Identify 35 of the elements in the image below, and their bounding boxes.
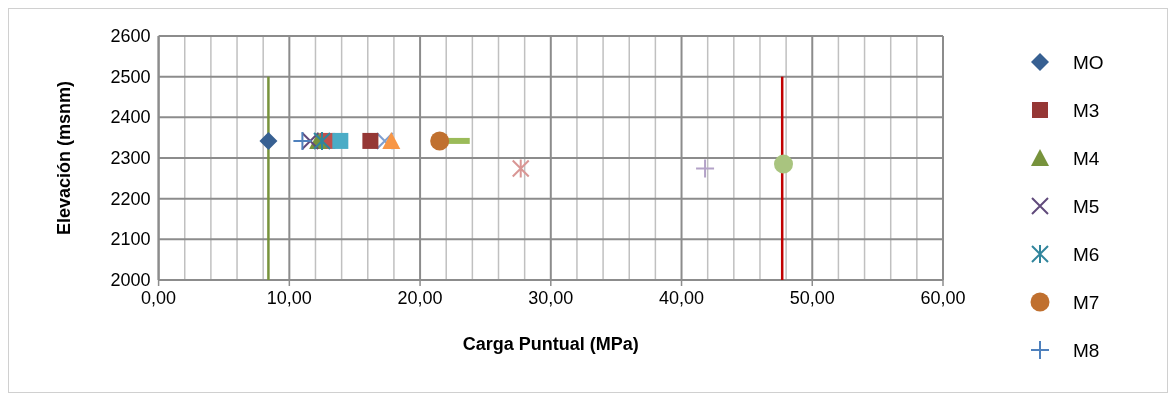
- point: [382, 131, 401, 149]
- y-axis-title: Elevación (msnm): [54, 80, 74, 236]
- point: [375, 131, 394, 150]
- point: [774, 154, 794, 174]
- legend-label: M4: [1073, 148, 1100, 169]
- point: [362, 132, 379, 149]
- y-tick-label: 2200: [110, 188, 151, 209]
- y-tick-label: 2100: [110, 229, 151, 250]
- x-tick-label: 0,00: [141, 288, 177, 308]
- legend-label: M8: [1073, 340, 1100, 361]
- legend-label: M6: [1073, 244, 1100, 265]
- y-tick-label: 2600: [110, 26, 151, 46]
- point: [430, 131, 450, 151]
- legend-label: M5: [1073, 196, 1100, 217]
- x-tick-label: 60,00: [920, 288, 966, 308]
- point: [332, 132, 349, 149]
- x-tick-label: 20,00: [397, 288, 443, 308]
- point: [259, 131, 278, 150]
- legend-label: M7: [1073, 292, 1100, 313]
- x-tick-label: 50,00: [789, 288, 835, 308]
- legend-label: M3: [1073, 100, 1100, 121]
- point: [301, 131, 320, 150]
- point: [511, 158, 530, 179]
- point: [292, 130, 313, 151]
- y-tick-label: 2000: [110, 270, 151, 290]
- x-tick-label: 30,00: [528, 288, 574, 308]
- y-tick-label: 2500: [110, 66, 151, 87]
- point: [313, 130, 332, 151]
- x-tick-label: 40,00: [659, 288, 705, 308]
- x-tick-label: 10,00: [266, 288, 312, 308]
- x-axis-title: Carga Puntual (MPa): [462, 334, 639, 354]
- point: [695, 158, 716, 179]
- y-tick-label: 2400: [110, 107, 151, 128]
- y-tick-label: 2300: [110, 148, 151, 168]
- legend-label: MO: [1073, 52, 1104, 73]
